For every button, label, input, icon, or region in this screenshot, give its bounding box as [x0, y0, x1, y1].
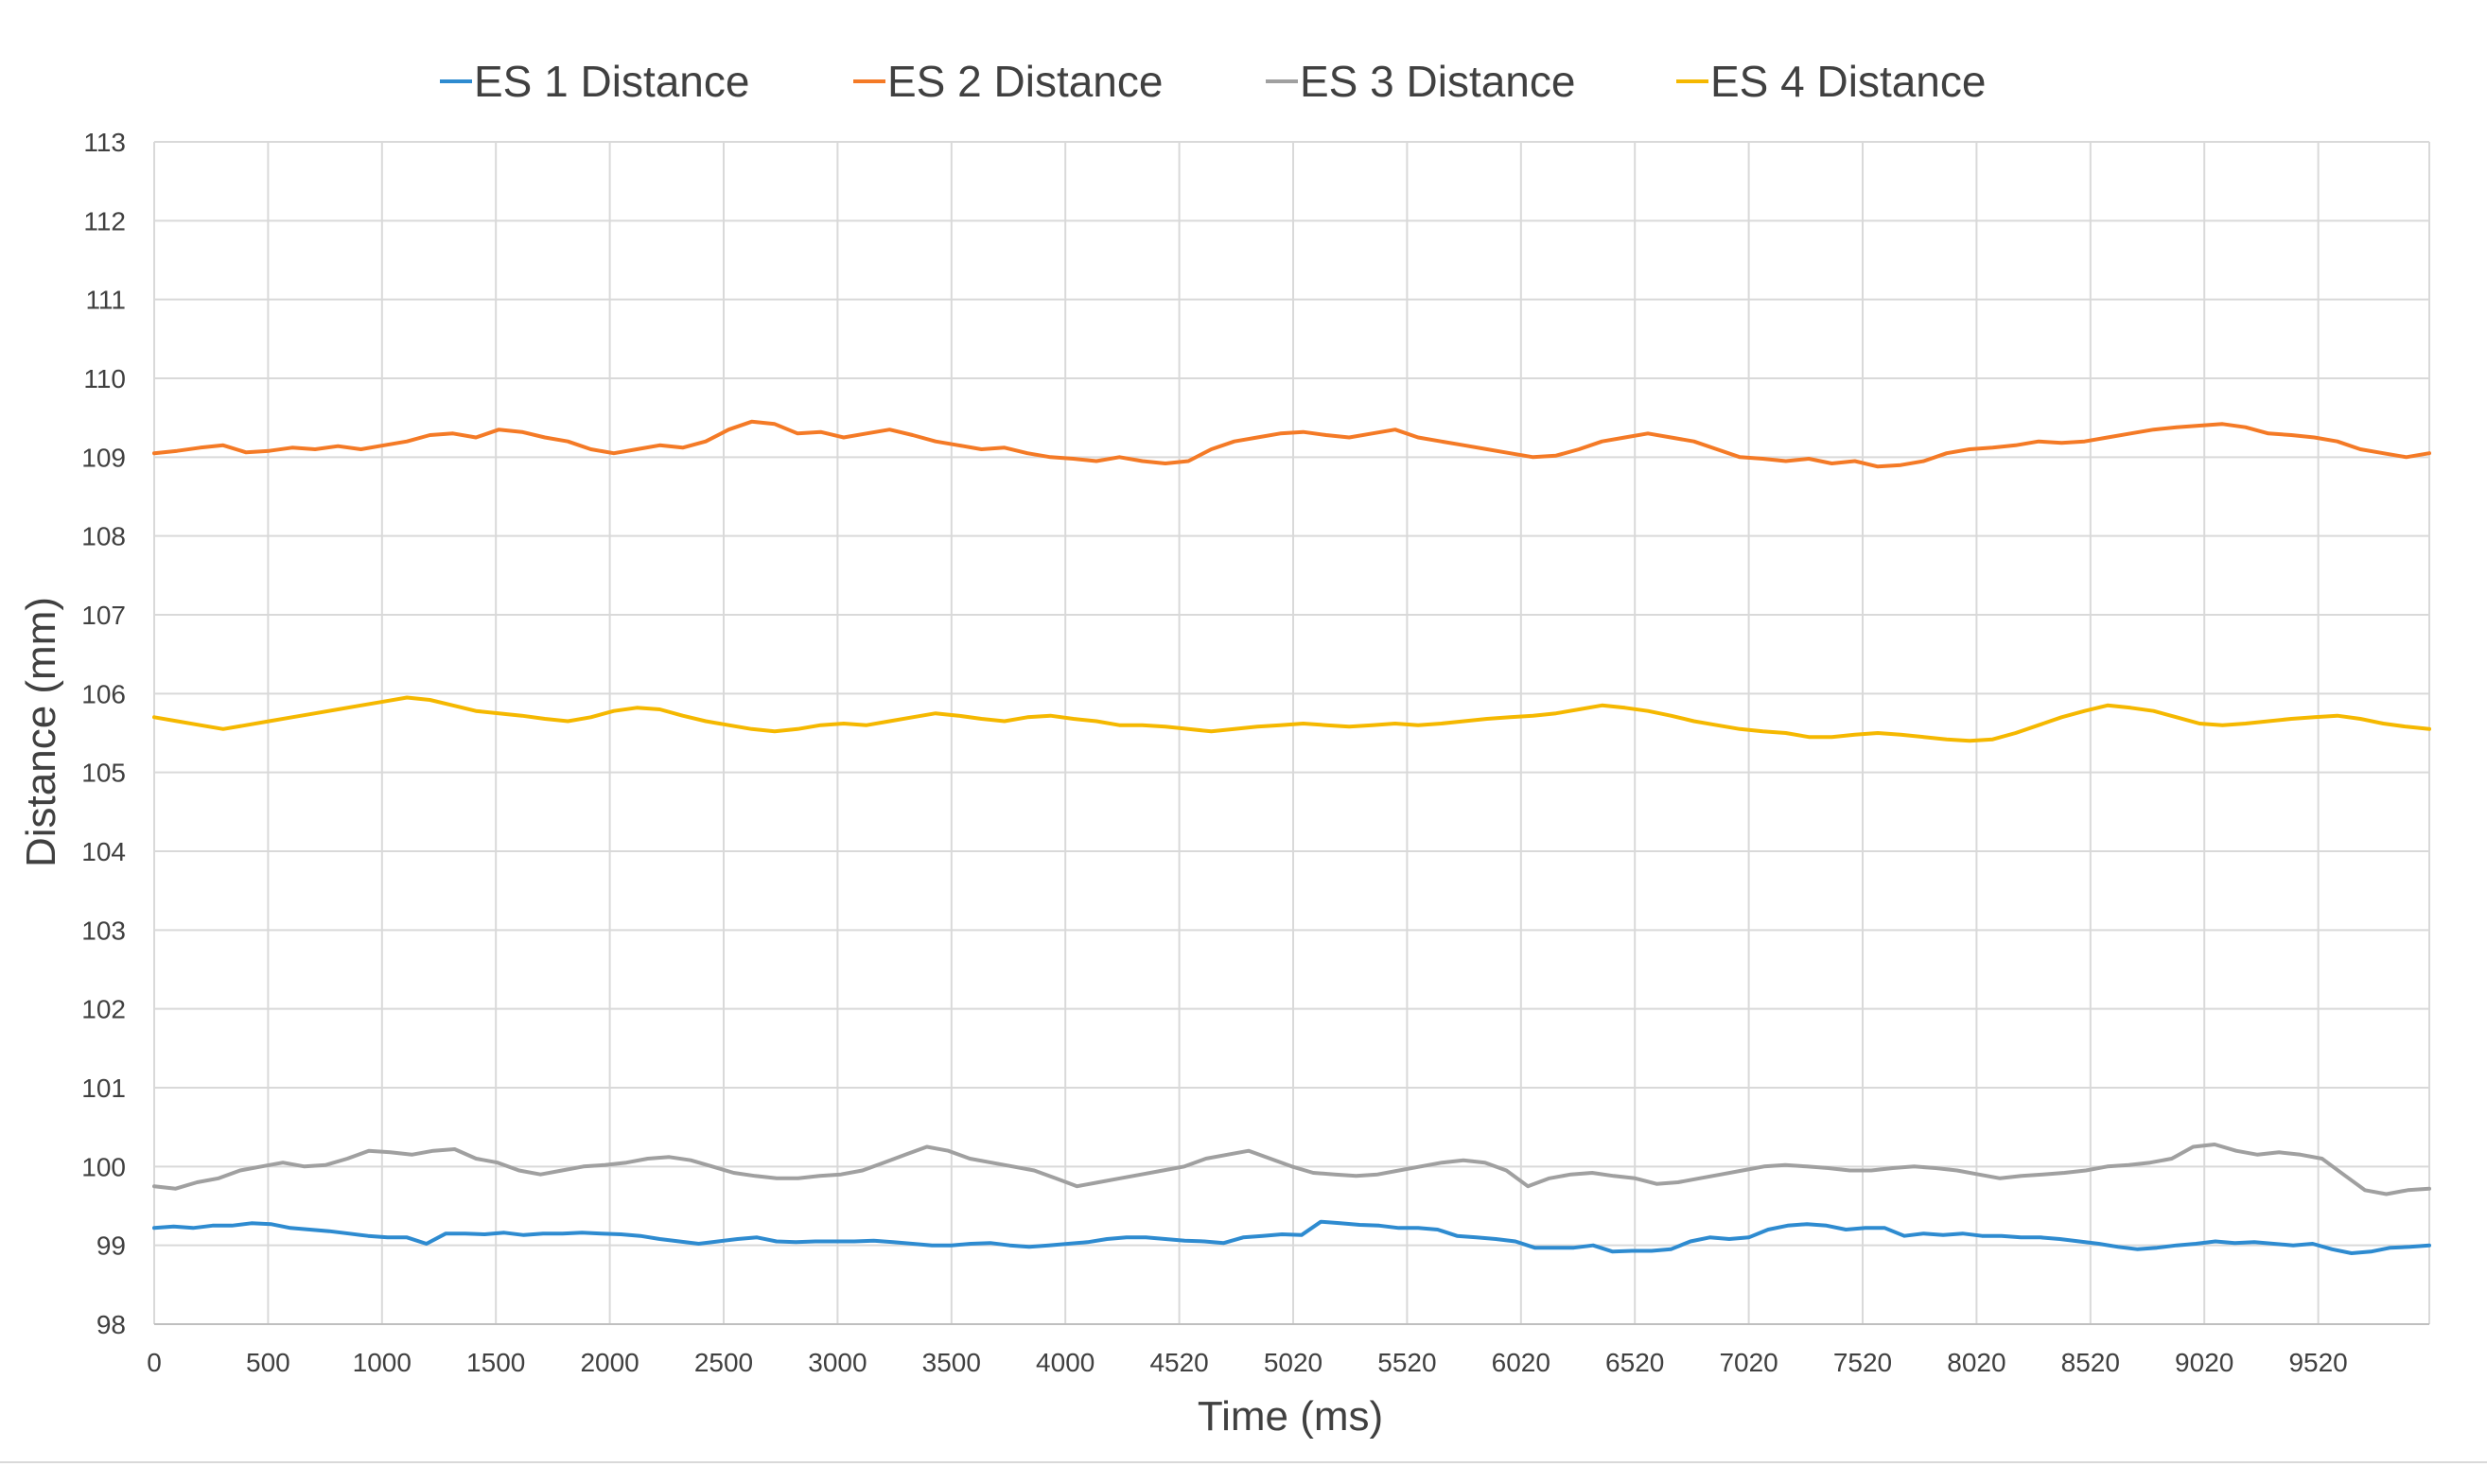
x-tick-label: 1000 [353, 1348, 412, 1377]
legend-label: ES 4 Distance [1710, 57, 1986, 106]
x-tick-label: 8520 [2061, 1348, 2120, 1377]
legend-label: ES 3 Distance [1300, 57, 1575, 106]
x-tick-label: 4000 [1036, 1348, 1095, 1377]
x-tick-label: 9020 [2175, 1348, 2233, 1377]
y-tick-label: 101 [81, 1074, 126, 1103]
legend: ES 1 Distance ES 2 Distance ES 3 Distance E… [440, 57, 1986, 106]
x-tick-label: 6520 [1605, 1348, 1664, 1377]
x-tick-label: 9520 [2288, 1348, 2347, 1377]
x-tick-label: 2000 [580, 1348, 639, 1377]
y-tick-label: 110 [83, 364, 126, 393]
y-tick-label: 99 [96, 1231, 126, 1261]
y-tick-label: 107 [81, 601, 126, 630]
grid [153, 141, 2430, 1325]
x-tick-label: 8020 [1947, 1348, 2005, 1377]
x-tick-label: 5520 [1377, 1348, 1436, 1377]
y-axis-title: Distance (mm) [18, 597, 64, 867]
y-tick-label: 108 [81, 522, 126, 551]
x-tick-label: 6020 [1492, 1348, 1550, 1377]
y-tick-label: 106 [81, 679, 126, 708]
y-tick-label: 112 [83, 206, 126, 236]
y-tick-label: 105 [81, 759, 126, 788]
legend-label: ES 1 Distance [474, 57, 749, 106]
series-line-es-3-distance [152, 1143, 2431, 1196]
y-tick-label: 102 [81, 995, 126, 1024]
series-lines [152, 419, 2431, 1255]
series-line-es-1-distance [152, 1219, 2431, 1255]
x-tick-label: 0 [147, 1348, 162, 1377]
x-tick-label: 7020 [1719, 1348, 1778, 1377]
x-tick-label: 5020 [1264, 1348, 1322, 1377]
y-tick-label: 113 [83, 128, 126, 157]
x-tick-label: 7520 [1833, 1348, 1892, 1377]
x-tick-label: 3500 [922, 1348, 981, 1377]
x-axis-title: Time (ms) [1198, 1393, 1383, 1440]
y-tick-label: 109 [81, 443, 126, 472]
y-tick-label: 104 [81, 837, 126, 866]
y-tick-label: 111 [85, 286, 126, 315]
axes: 98 99 100 101 102 103 104 105 106 107 108 109 110 111… [81, 128, 2429, 1377]
series-line-es-2-distance [152, 419, 2431, 469]
x-tick-label: 4520 [1149, 1348, 1208, 1377]
x-tick-label: 2500 [694, 1348, 753, 1377]
x-tick-label: 1500 [466, 1348, 525, 1377]
x-tick-label: 3000 [808, 1348, 867, 1377]
legend-label: ES 2 Distance [887, 57, 1163, 106]
series-line-es-4-distance [152, 695, 2431, 743]
y-tick-label: 100 [81, 1152, 126, 1181]
x-tick-label: 500 [246, 1348, 290, 1377]
y-tick-label: 98 [96, 1310, 126, 1339]
y-tick-label: 103 [81, 916, 126, 945]
